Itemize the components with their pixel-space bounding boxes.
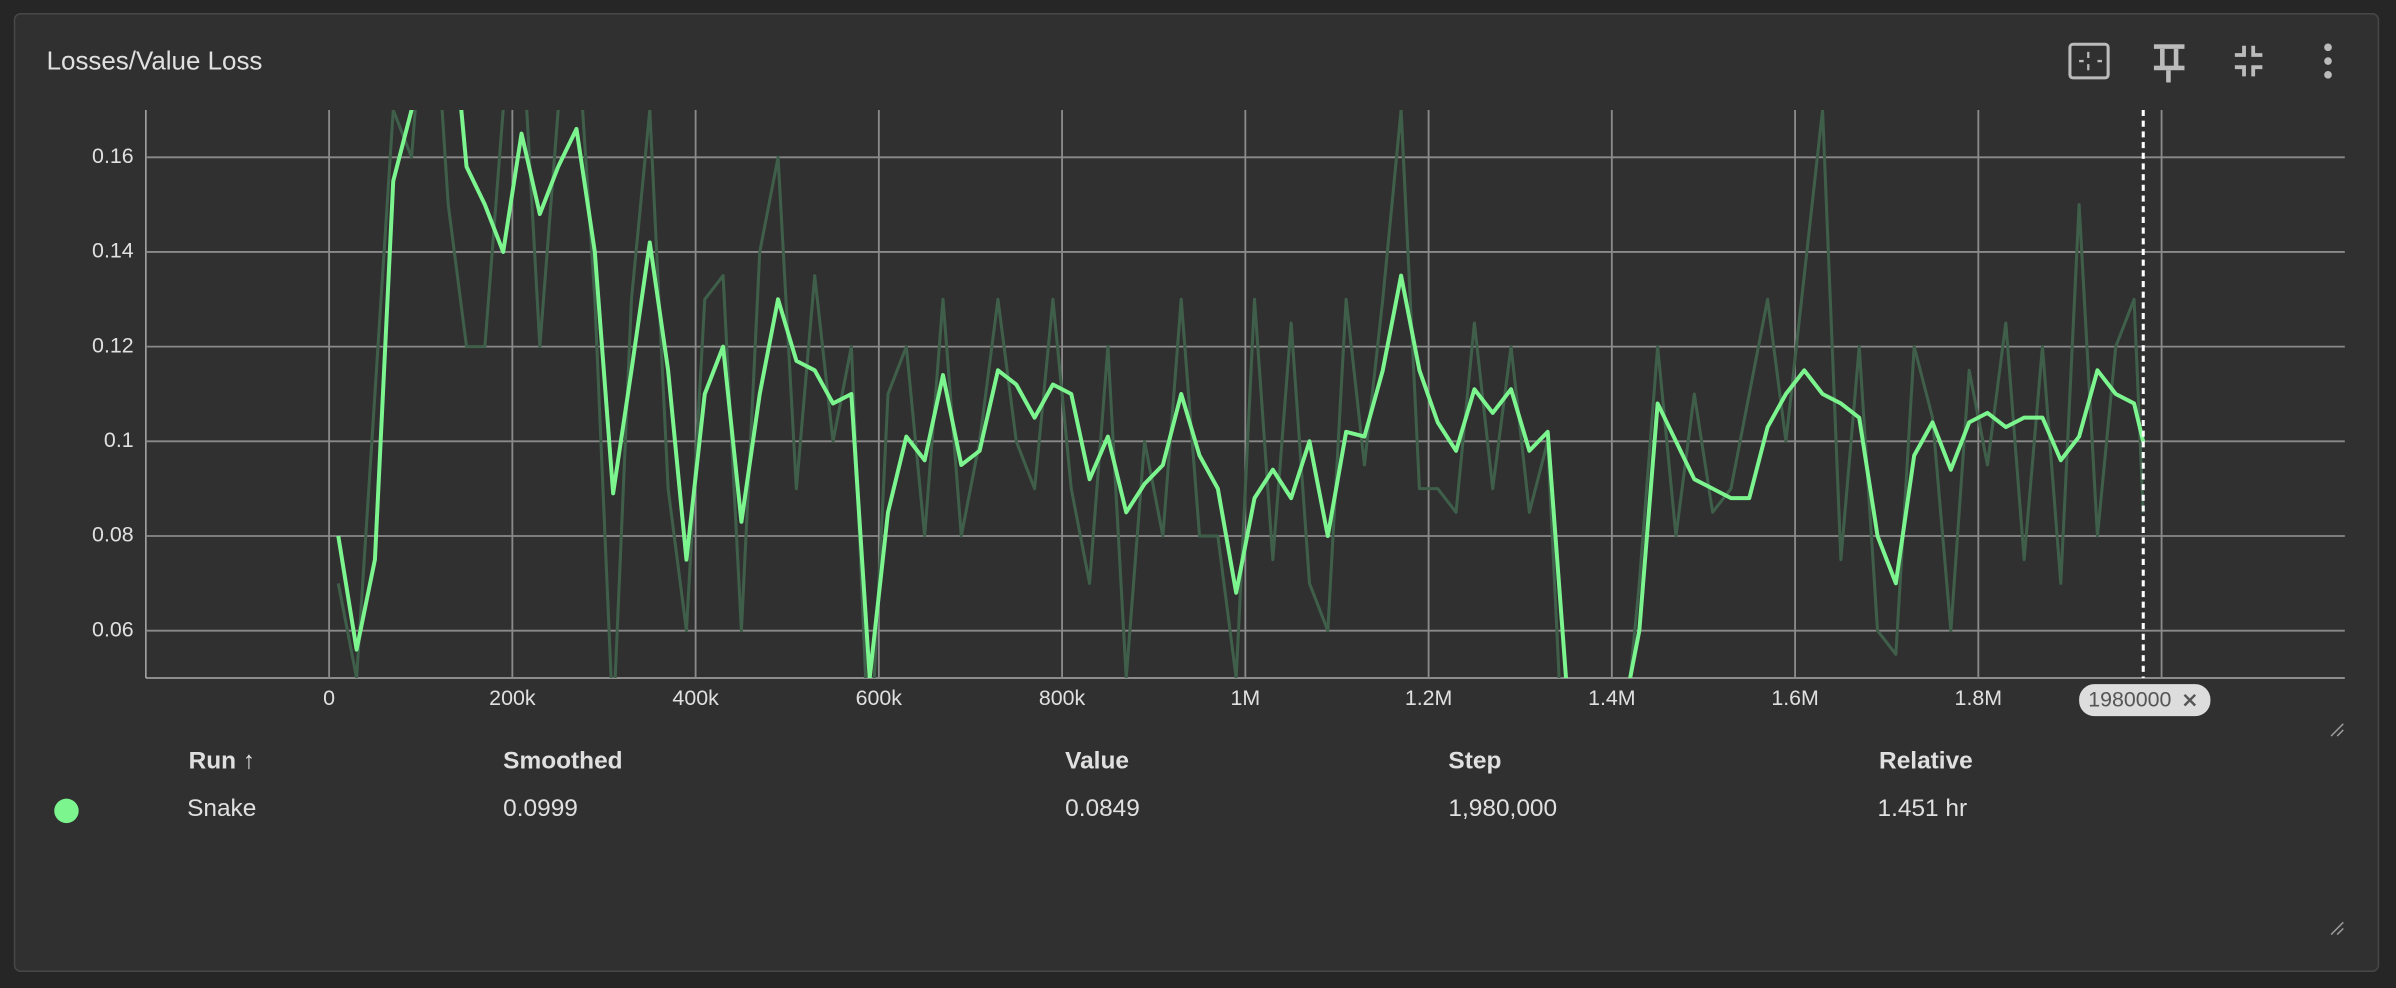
run-name: Snake — [187, 795, 256, 822]
y-tick-label: 0.16 — [92, 144, 134, 168]
raw-value: 0.0849 — [1065, 795, 1140, 822]
x-tick-label: 1.2M — [1405, 686, 1453, 710]
relative-value: 1.451 hr — [1878, 795, 1968, 822]
y-tick-label: 0.1 — [104, 428, 134, 452]
step-chip-label: 1980000 — [2088, 688, 2171, 712]
x-tick-label: 1.8M — [1955, 686, 2003, 710]
step-chip-close[interactable] — [2183, 693, 2197, 707]
menu-icon[interactable] — [2324, 43, 2332, 79]
x-tick-label: 200k — [489, 686, 536, 710]
x-tick-label: 600k — [856, 686, 903, 710]
step-chip — [2079, 684, 2211, 717]
smoothed-value: 0.0999 — [503, 795, 578, 822]
table-header: Step — [1448, 747, 1501, 774]
pin-icon[interactable] — [2153, 44, 2185, 83]
x-tick-label: 1M — [1231, 686, 1261, 710]
y-tick-label: 0.14 — [92, 239, 134, 263]
y-tick-label: 0.08 — [92, 523, 134, 547]
run-color-dot — [54, 798, 79, 824]
x-tick-label: 0 — [323, 686, 335, 710]
x-tick-label: 800k — [1039, 686, 1086, 710]
x-tick-label: 1.4M — [1588, 686, 1635, 710]
y-tick-label: 0.06 — [92, 617, 134, 641]
smoothed-line — [336, 109, 2146, 679]
fit-icon[interactable] — [2068, 42, 2110, 80]
step-value: 1,980,000 — [1448, 795, 1557, 822]
table-header: Run ↑ — [189, 747, 255, 774]
x-tick-label: 1.6M — [1771, 686, 1819, 710]
collapse-icon[interactable] — [2234, 45, 2263, 77]
resize-handle[interactable] — [2330, 723, 2344, 936]
y-tick-label: 0.12 — [92, 333, 134, 357]
raw-line — [336, 109, 2145, 679]
table-header: Relative — [1879, 747, 1973, 774]
card-title: Losses/Value Loss — [47, 47, 263, 75]
table-header: Smoothed — [503, 747, 622, 774]
table-header: Value — [1065, 747, 1129, 774]
x-tick-label: 400k — [672, 686, 719, 710]
